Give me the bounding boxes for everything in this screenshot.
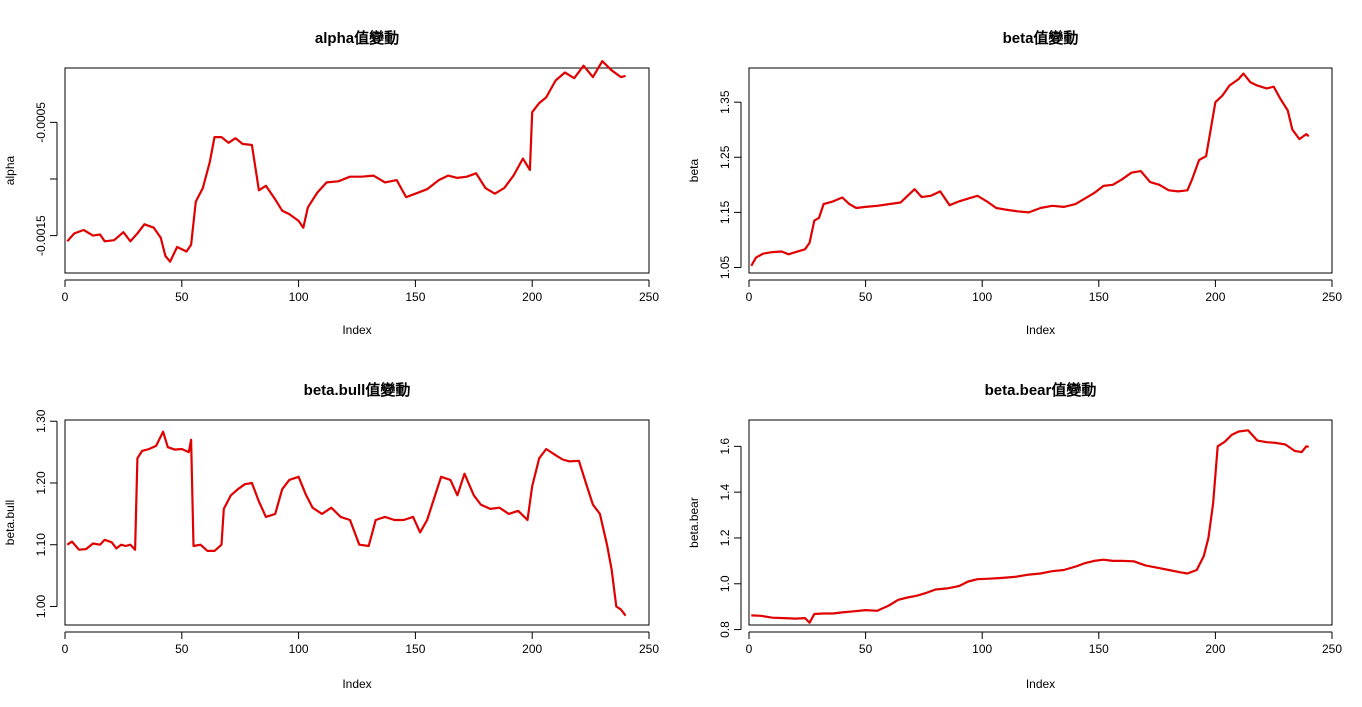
chart-4-x-tick-label: 200 — [1205, 642, 1225, 656]
chart-3: beta.bull值變動 Index beta.bull 0 50 100 150 200 25… — [3, 381, 659, 691]
chart-1-x-tick-label: 250 — [639, 290, 659, 304]
chart-1-y-axis-label: alpha — [3, 156, 17, 186]
chart-2-x-tick-label: 100 — [972, 290, 992, 304]
chart-3-y-axis-label: beta.bull — [3, 500, 17, 545]
chart-2: beta值變動 Index beta 0 50 100 150 200 250 1.05 1.15 1… — [687, 29, 1342, 337]
chart-4-x-axis-label: Index — [1026, 677, 1055, 691]
chart-4-plot-box — [748, 419, 1333, 626]
chart-2-y-tick-label: 1.05 — [718, 255, 732, 279]
chart-2-title: beta值變動 — [1003, 29, 1079, 47]
chart-4-y-tick-label: 1.2 — [718, 529, 732, 546]
chart-3-y-tick-label: 1.10 — [34, 533, 48, 557]
chart-3-series-line — [66, 430, 627, 617]
chart-1-plot-box — [64, 67, 650, 274]
chart-1-series-line — [66, 60, 626, 263]
chart-3-x-tick-label: 0 — [62, 642, 69, 656]
chart-4-x-tick-label: 0 — [746, 642, 753, 656]
chart-1-x-axis-label: Index — [342, 323, 371, 337]
chart-2-x-axis-label: Index — [1026, 323, 1055, 337]
chart-4-x-tick-label: 50 — [859, 642, 873, 656]
chart-1-y-tick-label: -0.0015 — [34, 215, 48, 256]
chart-2-y-tick-label: 1.25 — [718, 145, 732, 169]
chart-2-y-tick-label: 1.35 — [718, 90, 732, 114]
chart-2-x-tick-label: 250 — [1322, 290, 1342, 304]
chart-2-y-tick-label: 1.15 — [718, 200, 732, 224]
chart-2-x-tick-label: 200 — [1205, 290, 1225, 304]
chart-3-x-tick-label: 250 — [639, 642, 659, 656]
chart-1-x-tick-label: 100 — [289, 290, 309, 304]
chart-2-plot-box — [748, 67, 1333, 274]
chart-1-x-tick-label: 0 — [62, 290, 69, 304]
chart-4-y-axis-label: beta.bear — [687, 497, 701, 548]
chart-2-y-axis-label: beta — [687, 158, 701, 182]
chart-4-y-tick-label: 0.8 — [718, 621, 732, 638]
chart-4-x-tick-label: 100 — [972, 642, 992, 656]
chart-3-x-tick-label: 150 — [405, 642, 425, 656]
chart-2-series-line — [750, 72, 1310, 267]
chart-1-x-tick-label: 50 — [175, 290, 189, 304]
chart-2-x-tick-label: 0 — [746, 290, 753, 304]
chart-3-x-axis-label: Index — [342, 677, 371, 691]
chart-1-x-tick-label: 200 — [522, 290, 542, 304]
chart-3-x-tick-label: 100 — [289, 642, 309, 656]
chart-3-x-tick-label: 50 — [175, 642, 189, 656]
chart-3-y-tick-label: 1.20 — [34, 471, 48, 495]
chart-4-title: beta.bear值變動 — [985, 381, 1097, 399]
chart-2-x-tick-label: 150 — [1089, 290, 1109, 304]
chart-3-x-tick-label: 200 — [522, 642, 542, 656]
chart-4-y-tick-label: 1.0 — [718, 575, 732, 592]
chart-4-y-tick-label: 1.4 — [718, 483, 732, 500]
chart-3-plot-box — [64, 419, 650, 626]
chart-4-x-tick-label: 250 — [1322, 642, 1342, 656]
chart-1-x-tick-label: 150 — [405, 290, 425, 304]
chart-1-y-tick-label: -0.0005 — [34, 102, 48, 143]
chart-4-series-line — [751, 429, 1309, 624]
chart-1: alpha值變動 Index alpha 0 50 100 150 200 250 -0.0015… — [3, 29, 659, 337]
chart-1-title: alpha值變動 — [315, 29, 399, 47]
chart-3-y-tick-label: 1.30 — [34, 409, 48, 433]
chart-3-title: beta.bull值變動 — [304, 381, 411, 399]
chart-2-x-tick-label: 50 — [859, 290, 873, 304]
chart-3-y-tick-label: 1.00 — [34, 594, 48, 618]
chart-4-x-tick-label: 150 — [1089, 642, 1109, 656]
chart-4: beta.bear值變動 Index beta.bear 0 50 100 150 200 25… — [687, 381, 1342, 691]
chart-4-y-tick-label: 1.6 — [718, 438, 732, 455]
